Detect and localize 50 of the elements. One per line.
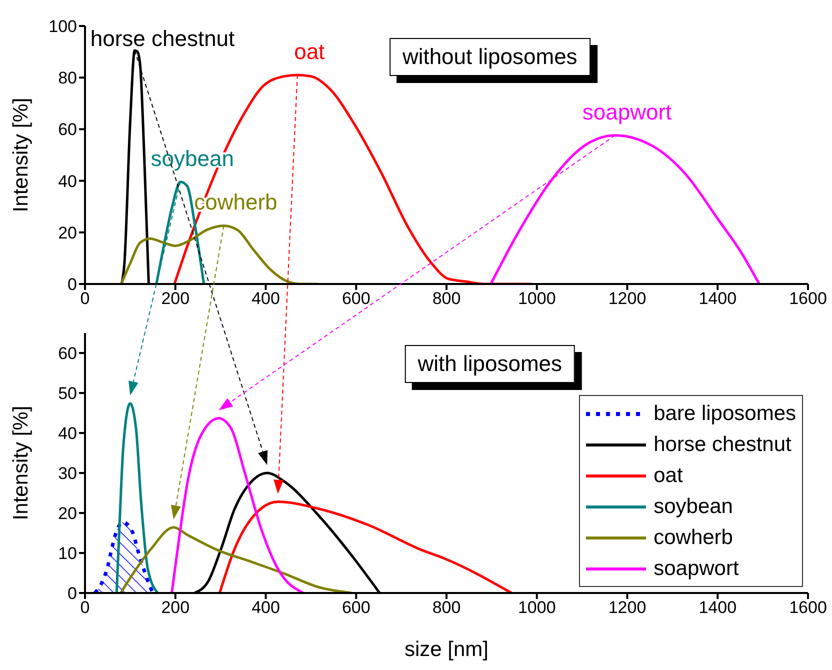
x-tick-label: 1200	[608, 289, 646, 308]
y-tick-label: 60	[58, 344, 77, 364]
y-tick-label: 100	[48, 17, 77, 36]
legend-label: soybean	[654, 494, 733, 518]
line-series	[490, 134, 760, 284]
x-tick-label: 1000	[518, 289, 556, 308]
legend-label: bare liposomes	[654, 402, 796, 426]
x-tick-label: 1600	[789, 598, 827, 618]
legend-label: oat	[654, 464, 683, 488]
x-tick-label: 1000	[518, 598, 556, 618]
y-tick-label: 30	[58, 464, 77, 484]
y-tick-label: 80	[58, 68, 77, 88]
legend-label: horse chestnut	[654, 432, 792, 456]
text: with liposomes	[404, 345, 576, 383]
x-tick-label: 1200	[608, 598, 646, 618]
x-tick-label: 1400	[698, 289, 737, 308]
x-tick-label: 600	[342, 598, 370, 618]
x-tick-label: 1600	[789, 289, 827, 308]
x-axis-title: size [nm]	[404, 638, 489, 661]
x-tick-label: 0	[80, 598, 90, 618]
x-tick-label: 1400	[698, 598, 737, 618]
x-tick-label: 0	[80, 289, 90, 308]
x-tick-label: 400	[252, 598, 280, 618]
x-tick-label: 200	[161, 598, 190, 618]
legend-label: soapwort	[654, 556, 739, 580]
series-label: horse chestnut	[90, 26, 235, 51]
x-tick-label: 600	[342, 289, 370, 308]
y-tick-label: 20	[58, 504, 77, 524]
line-series	[218, 500, 513, 593]
y-tick-label: 50	[58, 384, 77, 404]
legend-label: cowherb	[654, 526, 733, 550]
x-tick-label: 800	[432, 289, 461, 308]
y-tick-label: 0	[68, 584, 77, 604]
x-tick-label: 400	[252, 289, 280, 308]
x-tick-label: 200	[161, 289, 190, 308]
y-tick-label: 40	[58, 424, 77, 444]
y-tick-label: 10	[58, 544, 77, 564]
y-axis-title: Intensity [%]	[9, 98, 32, 212]
line-series	[170, 416, 305, 593]
y-tick-label: 0	[68, 275, 77, 294]
series-label: soapwort	[582, 99, 672, 124]
y-axis-title: Intensity [%]	[9, 406, 32, 520]
x-tick-label: 800	[432, 598, 461, 618]
text: without liposomes	[389, 38, 590, 76]
y-tick-label: 40	[58, 172, 77, 191]
y-tick-label: 20	[58, 223, 77, 242]
y-tick-label: 60	[58, 120, 77, 140]
series-label: oat	[294, 39, 325, 64]
line-series	[115, 402, 159, 593]
line-series	[119, 526, 353, 593]
